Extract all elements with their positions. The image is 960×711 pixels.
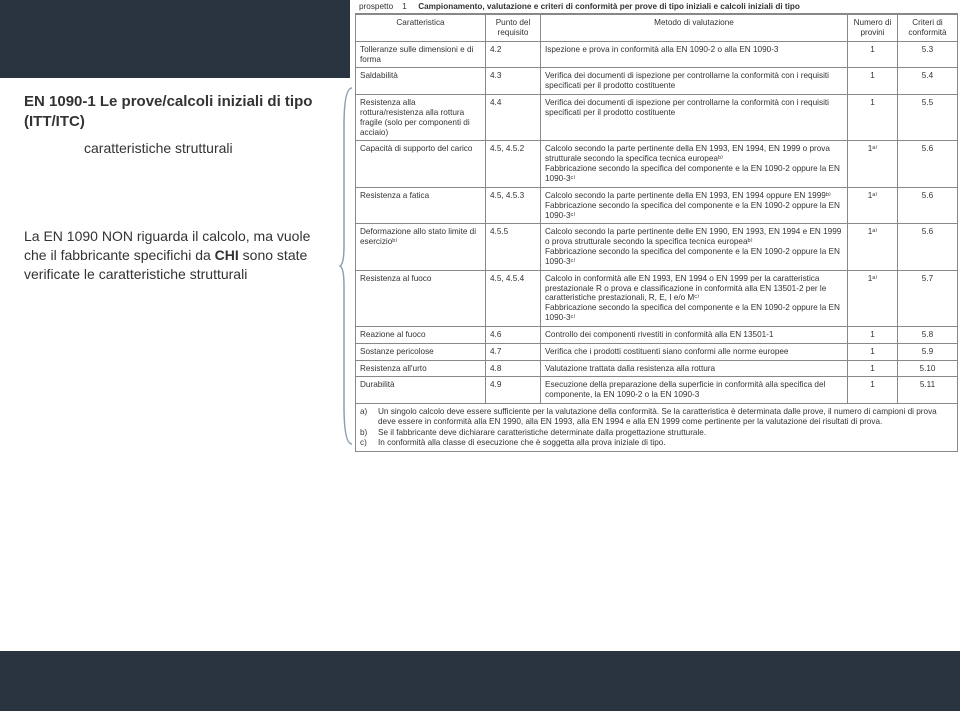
cell-criteri: 5.6 xyxy=(898,224,958,270)
cell-caratteristica: Resistenza all'urto xyxy=(356,360,486,377)
header-punto: Punto del requisito xyxy=(486,15,541,42)
footnote-c-label: c) xyxy=(360,438,378,448)
cell-numero: 1 xyxy=(848,68,898,95)
cell-numero: 1 xyxy=(848,326,898,343)
cell-criteri: 5.6 xyxy=(898,141,958,187)
footnote-b: Se il fabbricante deve dichiarare caratt… xyxy=(378,428,706,438)
cell-punto: 4.5, 4.5.3 xyxy=(486,187,541,224)
cell-numero: 1 xyxy=(848,377,898,404)
cell-punto: 4.9 xyxy=(486,377,541,404)
cell-punto: 4.3 xyxy=(486,68,541,95)
description-paragraph: La EN 1090 NON riguarda il calcolo, ma v… xyxy=(24,227,334,284)
cell-metodo: Controllo dei componenti rivestiti in co… xyxy=(541,326,848,343)
cell-numero: 1 xyxy=(848,41,898,68)
cell-metodo: Verifica dei documenti di ispezione per … xyxy=(541,68,848,95)
header-criteri: Criteri di conformità xyxy=(898,15,958,42)
cell-criteri: 5.5 xyxy=(898,95,958,141)
cell-punto: 4.4 xyxy=(486,95,541,141)
cell-criteri: 5.7 xyxy=(898,270,958,326)
table-row: Durabilità4.9Esecuzione della preparazio… xyxy=(356,377,958,404)
cell-criteri: 5.10 xyxy=(898,360,958,377)
footnote-c: In conformità alla classe di esecuzione … xyxy=(378,438,666,448)
header-dark-box xyxy=(0,0,350,78)
table-row: Sostanze pericolose4.7Verifica che i pro… xyxy=(356,343,958,360)
cell-metodo: Calcolo in conformità alle EN 1993, EN 1… xyxy=(541,270,848,326)
cell-metodo: Valutazione trattata dalla resistenza al… xyxy=(541,360,848,377)
cell-numero: 1 xyxy=(848,95,898,141)
cell-metodo: Ispezione e prova in conformità alla EN … xyxy=(541,41,848,68)
cell-numero: 1ᵃ⁾ xyxy=(848,224,898,270)
table-row: Resistenza a fatica4.5, 4.5.3Calcolo sec… xyxy=(356,187,958,224)
cell-criteri: 5.4 xyxy=(898,68,958,95)
cell-numero: 1ᵃ⁾ xyxy=(848,141,898,187)
table-row: Capacità di supporto del carico4.5, 4.5.… xyxy=(356,141,958,187)
table-row: Resistenza al fuoco4.5, 4.5.4Calcolo in … xyxy=(356,270,958,326)
prospetto-label: prospetto xyxy=(359,2,393,11)
cell-caratteristica: Saldabilità xyxy=(356,68,486,95)
table-row: Tolleranze sulle dimensioni e di forma4.… xyxy=(356,41,958,68)
prospetto-num: 1 xyxy=(402,2,407,11)
left-panel: EN 1090-1 Le prove/calcoli iniziali di t… xyxy=(24,92,334,284)
cell-punto: 4.5, 4.5.2 xyxy=(486,141,541,187)
cell-criteri: 5.11 xyxy=(898,377,958,404)
cell-numero: 1ᵃ⁾ xyxy=(848,187,898,224)
cell-metodo: Esecuzione della preparazione della supe… xyxy=(541,377,848,404)
footnote-a-label: a) xyxy=(360,407,378,428)
footer-bar xyxy=(0,651,960,711)
cell-criteri: 5.9 xyxy=(898,343,958,360)
cell-punto: 4.5.5 xyxy=(486,224,541,270)
cell-metodo: Calcolo secondo la parte pertinente dell… xyxy=(541,141,848,187)
cell-punto: 4.5, 4.5.4 xyxy=(486,270,541,326)
bracket-icon xyxy=(338,86,356,446)
prospetto-title: Campionamento, valutazione e criteri di … xyxy=(418,2,800,11)
cell-metodo: Calcolo secondo la parte pertinente dell… xyxy=(541,187,848,224)
cell-caratteristica: Tolleranze sulle dimensioni e di forma xyxy=(356,41,486,68)
cell-punto: 4.2 xyxy=(486,41,541,68)
footnote-a: Un singolo calcolo deve essere sufficien… xyxy=(378,407,953,428)
table-row: Reazione al fuoco4.6Controllo dei compon… xyxy=(356,326,958,343)
header-caratteristica: Caratteristica xyxy=(356,15,486,42)
cell-caratteristica: Resistenza al fuoco xyxy=(356,270,486,326)
cell-caratteristica: Resistenza alla rottura/resistenza alla … xyxy=(356,95,486,141)
header-numero: Numero di provini xyxy=(848,15,898,42)
cell-criteri: 5.8 xyxy=(898,326,958,343)
cell-punto: 4.7 xyxy=(486,343,541,360)
cell-caratteristica: Sostanze pericolose xyxy=(356,343,486,360)
table-row: Deformazione allo stato limite di eserci… xyxy=(356,224,958,270)
subtitle: caratteristiche strutturali xyxy=(84,139,334,157)
footnotes: a)Un singolo calcolo deve essere suffici… xyxy=(355,404,958,452)
cell-punto: 4.6 xyxy=(486,326,541,343)
cell-punto: 4.8 xyxy=(486,360,541,377)
table-row: Saldabilità4.3Verifica dei documenti di … xyxy=(356,68,958,95)
cell-caratteristica: Reazione al fuoco xyxy=(356,326,486,343)
para-chi: CHI xyxy=(215,247,239,263)
cell-caratteristica: Resistenza a fatica xyxy=(356,187,486,224)
table-container: prospetto 1 Campionamento, valutazione e… xyxy=(355,0,958,452)
cell-caratteristica: Durabilità xyxy=(356,377,486,404)
footnote-b-label: b) xyxy=(360,428,378,438)
cell-metodo: Calcolo secondo la parte pertinente dell… xyxy=(541,224,848,270)
cell-numero: 1 xyxy=(848,360,898,377)
cell-metodo: Verifica che i prodotti costituenti sian… xyxy=(541,343,848,360)
cell-metodo: Verifica dei documenti di ispezione per … xyxy=(541,95,848,141)
conformity-table: Caratteristica Punto del requisito Metod… xyxy=(355,14,958,404)
cell-numero: 1 xyxy=(848,343,898,360)
cell-criteri: 5.3 xyxy=(898,41,958,68)
header-metodo: Metodo di valutazione xyxy=(541,15,848,42)
cell-caratteristica: Deformazione allo stato limite di eserci… xyxy=(356,224,486,270)
table-row: Resistenza all'urto4.8Valutazione tratta… xyxy=(356,360,958,377)
cell-numero: 1ᵃ⁾ xyxy=(848,270,898,326)
table-caption: prospetto 1 Campionamento, valutazione e… xyxy=(355,0,958,14)
cell-criteri: 5.6 xyxy=(898,187,958,224)
table-header-row: Caratteristica Punto del requisito Metod… xyxy=(356,15,958,42)
table-row: Resistenza alla rottura/resistenza alla … xyxy=(356,95,958,141)
cell-caratteristica: Capacità di supporto del carico xyxy=(356,141,486,187)
standard-title: EN 1090-1 Le prove/calcoli iniziali di t… xyxy=(24,92,334,131)
